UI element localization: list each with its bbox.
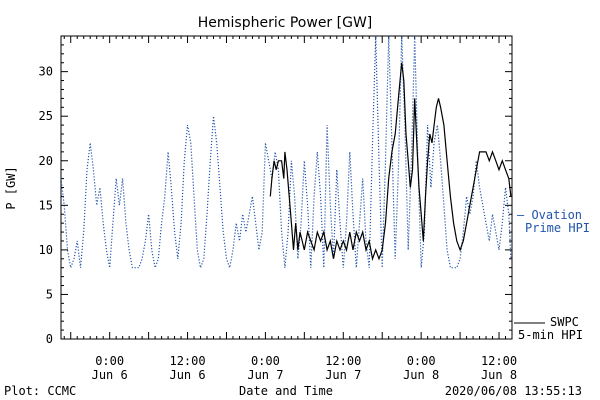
y-axis-label: P [GW] [4, 166, 18, 209]
y-axis: 0 5 10 15 20 25 30 [39, 35, 512, 346]
legend-swpc-line2: 5-min HPI [518, 328, 583, 342]
legend-swpc-line1: SWPC [550, 315, 579, 329]
y-tick-label: 30 [39, 65, 53, 79]
x-tick-label-time: 0:00 [95, 354, 124, 368]
x-tick-label-date: Jun 6 [169, 368, 205, 382]
y-tick-label: 15 [39, 198, 53, 212]
x-tick-label-time: 0:00 [407, 354, 436, 368]
x-tick-label-date: Jun 6 [92, 368, 128, 382]
x-tick-label-date: Jun 7 [325, 368, 361, 382]
x-tick-label-time: 12:00 [169, 354, 205, 368]
x-tick-label-time: 0:00 [251, 354, 280, 368]
legend-ovation-line1: — Ovation [517, 208, 582, 222]
legend-ovation-line2: Prime HPI [525, 221, 590, 235]
y-tick-label: 10 [39, 243, 53, 257]
x-axis-label: Date and Time [239, 384, 333, 398]
footer-timestamp: 2020/06/08 13:55:13 [445, 384, 582, 398]
series-swpc-line [269, 62, 512, 262]
series-ovation-line [61, 36, 512, 270]
y-tick-label: 0 [46, 332, 53, 346]
y-tick-label: 5 [46, 287, 53, 301]
y-tick-label: 20 [39, 154, 53, 168]
x-tick-label-date: Jun 8 [403, 368, 439, 382]
legend: — Ovation Prime HPI SWPC 5-min HPI [514, 208, 590, 342]
x-tick-label-time: 12:00 [481, 354, 517, 368]
series-layer [61, 36, 512, 270]
y-tick-label: 25 [39, 109, 53, 123]
footer-credit: Plot: CCMC [4, 384, 76, 398]
chart-title: Hemispheric Power [GW] [198, 15, 373, 31]
x-tick-label-date: Jun 8 [481, 368, 517, 382]
x-tick-label-date: Jun 7 [247, 368, 283, 382]
x-tick-label-time: 12:00 [325, 354, 361, 368]
plot-frame [60, 35, 513, 340]
